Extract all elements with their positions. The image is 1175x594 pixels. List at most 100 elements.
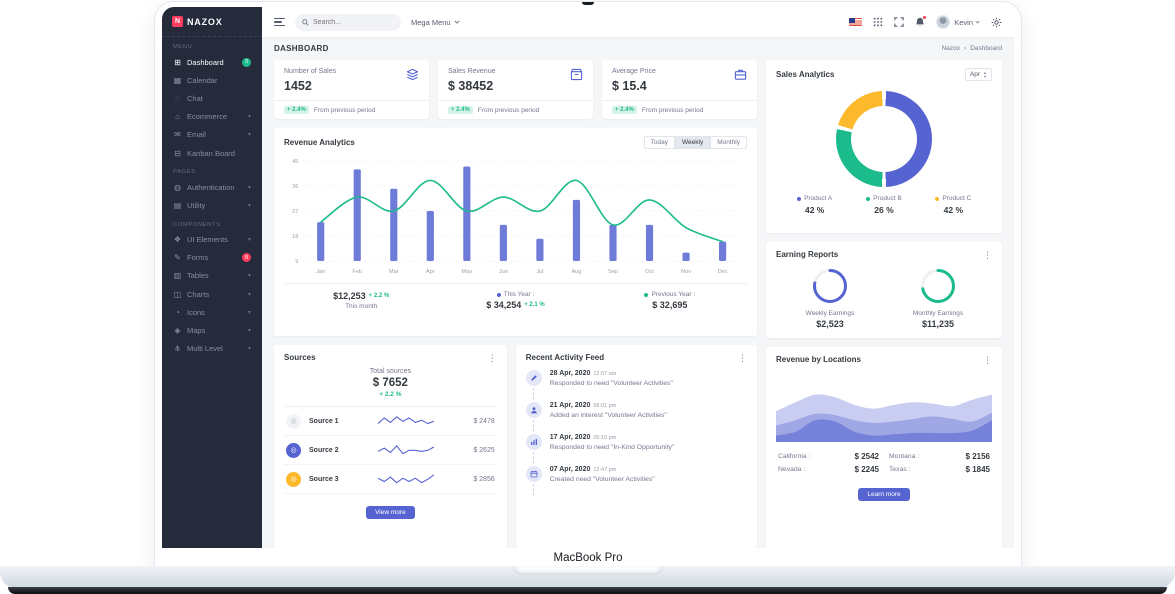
- search-box[interactable]: [295, 13, 401, 31]
- range-button-today[interactable]: Today: [643, 136, 676, 149]
- sales-analytics-card: Sales Analytics Apr ▲ ▼: [766, 60, 1002, 233]
- menu-toggle-icon[interactable]: [274, 17, 285, 27]
- chevron-down-icon: ▾: [247, 114, 251, 121]
- range-button-monthly[interactable]: Monthly: [710, 136, 747, 149]
- svg-text:Mar: Mar: [389, 269, 399, 275]
- sidebar-item-maps[interactable]: ◈ Maps ▾: [162, 321, 262, 339]
- activity-date: 17 Apr, 2020 05:10 pm: [549, 434, 617, 441]
- this-year-dot: [496, 292, 501, 297]
- archive-icon: [570, 68, 583, 93]
- breadcrumb-current: Dashboard: [970, 45, 1002, 52]
- page-title: DASHBOARD: [274, 44, 329, 53]
- source-row-2: ◎ Source 2 $ 2625: [284, 436, 497, 465]
- macbook-base-notch: [512, 566, 663, 575]
- apps-grid-icon[interactable]: [873, 17, 883, 27]
- sidebar-item-ui-elements[interactable]: ❖ UI Elements ▾: [162, 231, 262, 249]
- sales-analytics-title: Sales Analytics: [776, 70, 835, 79]
- svg-text:Jan: Jan: [316, 269, 325, 275]
- locations-menu-icon[interactable]: ⋮: [983, 354, 992, 365]
- period-select[interactable]: Apr ▲ ▼: [964, 68, 992, 81]
- sidebar-item-kanban-board[interactable]: ⊟ Kanban Board: [162, 144, 262, 162]
- notifications-bell-icon[interactable]: [915, 15, 927, 28]
- chevron-down-icon: ▾: [247, 346, 251, 353]
- svg-text:May: May: [462, 269, 473, 275]
- brand-logo[interactable]: N NAZOX: [162, 7, 262, 37]
- settings-gear-icon[interactable]: [991, 17, 1002, 28]
- sidebar-item-label: Maps: [187, 326, 206, 336]
- sidebar-item-forms[interactable]: ✎ Forms 8: [162, 249, 262, 267]
- chat-icon: ◌: [175, 93, 180, 103]
- legend-item-2: Product B 26 %: [849, 195, 918, 215]
- sidebar-item-label: Chat: [187, 93, 203, 103]
- macbook-base: [0, 566, 1175, 588]
- activity-time: 12:47 pm: [593, 467, 617, 473]
- kanban-icon: ⊟: [174, 148, 181, 158]
- sidebar-item-tables[interactable]: ▥ Tables ▾: [162, 267, 262, 285]
- month-value: $12,253: [333, 291, 366, 301]
- ui-elements-icon: ❖: [173, 235, 182, 245]
- earning-menu-icon[interactable]: ⋮: [983, 249, 992, 260]
- range-button-weekly[interactable]: Weekly: [675, 136, 711, 149]
- breadcrumb-home[interactable]: Nazox: [941, 45, 961, 52]
- activity-list: 28 Apr, 2020 12:07 am Responded to need "V…: [525, 362, 747, 498]
- legend-value: 26 %: [874, 205, 894, 215]
- revenue-analytics-chart: 45 36 27 18 9 Jan Feb Mar Apr May Jun Jul Aug Sep Oct N…: [284, 153, 747, 283]
- stat-value: $ 15.4: [612, 79, 647, 93]
- macbook-base-edge: [8, 587, 1167, 594]
- sidebar-section-label: COMPONENTS: [173, 221, 221, 228]
- search-input[interactable]: [313, 18, 393, 26]
- sales-donut-chart: [836, 91, 932, 187]
- legend-dot: [797, 196, 802, 201]
- mega-menu-button[interactable]: Mega Menu: [411, 18, 460, 27]
- activity-date: 07 Apr, 2020 12:47 pm: [549, 466, 617, 473]
- timeline-connector: [533, 388, 535, 400]
- avatar: [936, 15, 951, 29]
- view-more-button[interactable]: View more: [366, 506, 415, 519]
- user-icon: [525, 402, 542, 418]
- calendar-icon: [525, 466, 542, 482]
- sidebar-item-dashboard[interactable]: ⊞ Dashboard 3: [162, 53, 262, 71]
- legend-label: Product B: [849, 195, 918, 202]
- location-label: Montana :: [889, 453, 920, 460]
- authentication-icon: ◍: [174, 182, 181, 192]
- sidebar-item-calendar[interactable]: ▦ Calendar: [162, 71, 262, 89]
- earning-items: Weekly Earnings $2,523 Monthly Earnings $11…: [776, 259, 992, 338]
- activity-date: 21 Apr, 2020 08:01 pm: [549, 402, 617, 409]
- learn-more-button[interactable]: Learn more: [858, 488, 910, 501]
- activity-text: Created need "Volunteer Activities": [549, 476, 655, 483]
- user-menu[interactable]: Kevin: [936, 15, 980, 29]
- sidebar-item-authentication[interactable]: ◍ Authentication ▾: [162, 178, 262, 196]
- this-year-delta: + 2.1 %: [524, 302, 545, 308]
- sidebar: N NAZOX MENU ⊞ Dashboard 3 ▦ Calendar ◌ Chat ⌂ Ec…: [162, 7, 262, 548]
- activity-menu-icon[interactable]: ⋮: [738, 352, 747, 363]
- chevron-down-icon: ▾: [247, 273, 251, 280]
- sidebar-item-multi-level[interactable]: ⋔ Multi Level ▾: [162, 340, 262, 358]
- sidebar-item-utility[interactable]: ▤ Utility ▾: [162, 196, 262, 214]
- sidebar-item-charts[interactable]: ◫ Charts ▾: [162, 285, 262, 303]
- sources-menu-icon[interactable]: ⋮: [487, 352, 497, 363]
- chevron-down-icon: [975, 20, 980, 24]
- sidebar-item-email[interactable]: ✉ Email ▾: [162, 126, 262, 144]
- legend-item-1: Product A 42 %: [780, 195, 849, 215]
- utility-icon: ▤: [173, 200, 182, 210]
- legend-value: 42 %: [804, 205, 825, 215]
- search-icon: [302, 18, 309, 26]
- sidebar-item-chat[interactable]: ◌ Chat: [162, 89, 262, 107]
- source-sparkline: [359, 443, 453, 458]
- notification-dot: [922, 15, 927, 19]
- svg-text:9: 9: [295, 259, 298, 265]
- sidebar-item-icons[interactable]: ◔ Icons ▾: [162, 303, 262, 321]
- language-flag-icon[interactable]: [849, 18, 863, 26]
- previous-year-value: $ 32,695: [652, 300, 688, 310]
- stat-value: $ 38452: [448, 79, 494, 93]
- fullscreen-icon[interactable]: [894, 17, 904, 27]
- activity-item-1: 28 Apr, 2020 12:07 am Responded to need "V…: [525, 370, 747, 402]
- sidebar-item-ecommerce[interactable]: ⌂ Ecommerce ▾: [162, 108, 262, 126]
- svg-text:Sep: Sep: [608, 269, 618, 275]
- stat-title: Sales Revenue: [448, 68, 496, 75]
- this-year-value: $ 34,254: [486, 300, 522, 310]
- location-value: $ 1845: [965, 465, 990, 474]
- location-entry-1: California : $ 2542: [778, 452, 879, 461]
- sources-list: ◎ Source 1 $ 2478 ◎ Source 2 $ 2625 ◎ Source 3 $…: [284, 407, 497, 494]
- legend-label: Product A: [780, 195, 849, 202]
